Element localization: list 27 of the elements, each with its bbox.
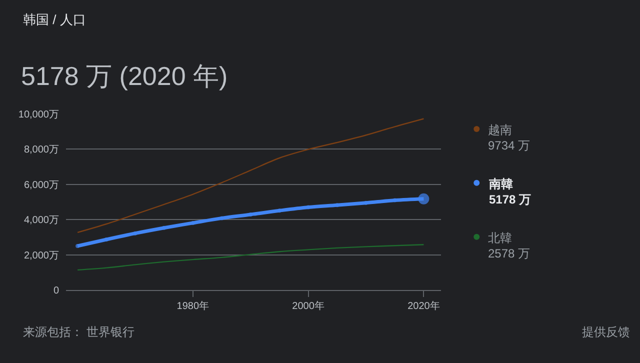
line-series [76, 118, 424, 234]
legend-label: 越南 [488, 123, 512, 137]
chart-title: 5178 万 (2020 年) [21, 61, 228, 91]
y-tick-label: 0 [53, 286, 60, 296]
text: 9734 万 [488, 138, 530, 153]
legend-label: 南韓 [488, 177, 513, 191]
y-tick-label: 2,000万 [24, 250, 59, 262]
line-series [76, 244, 424, 271]
y-tick-label: 8,000万 [24, 144, 59, 156]
point [306, 205, 310, 210]
point [133, 231, 138, 236]
point [392, 198, 397, 202]
text: 提供反馈 [582, 325, 630, 339]
legend-label: 北韓 [488, 231, 512, 245]
point [220, 216, 224, 220]
y-tick-label: 6,000万 [24, 180, 59, 191]
point [162, 226, 166, 230]
chart-subtitle: 韩国 / 人口 [23, 12, 86, 27]
text: 来源包括： 世界银行 [23, 325, 134, 339]
x-tick-label: 1980年 [176, 300, 210, 312]
x-tick-label: 2020年 [408, 300, 440, 312]
y-tick-label: 4,000万 [24, 215, 59, 226]
y-tick-label: 10,000万 [18, 110, 59, 120]
text: 2578 万 [488, 246, 530, 261]
x-tick-label: 2000年 [292, 300, 324, 312]
point [104, 237, 108, 242]
text: 5178 万 [489, 192, 532, 207]
